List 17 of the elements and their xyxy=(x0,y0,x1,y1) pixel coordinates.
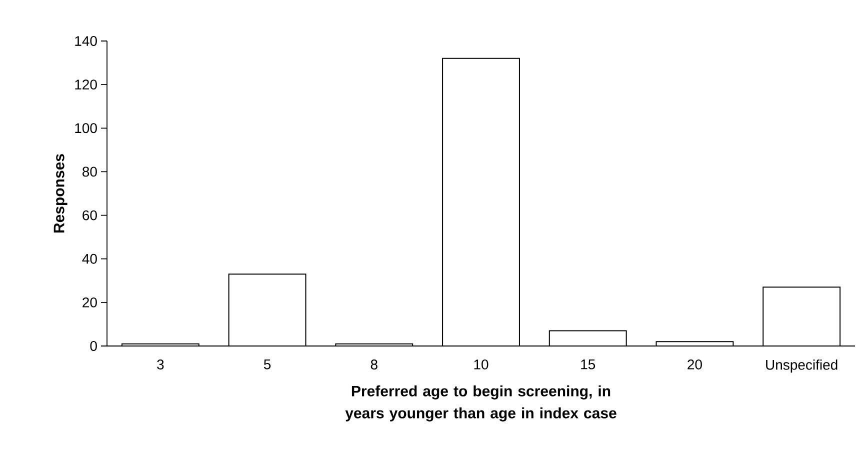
y-tick-label: 40 xyxy=(82,254,97,264)
x-tick-label: 10 xyxy=(474,360,488,370)
x-tick-label: 8 xyxy=(370,360,378,370)
y-tick-label: 80 xyxy=(82,166,97,177)
x-tick-label: 3 xyxy=(157,360,164,370)
x-axis-title: Preferred age to begin screening, in years younger than age in index case xyxy=(345,385,616,422)
x-tick-label: 5 xyxy=(264,360,271,370)
y-tick-label: 20 xyxy=(82,297,97,308)
y-tick-label: 60 xyxy=(82,210,97,220)
y-axis-title: Responses xyxy=(54,154,68,233)
x-tick-label: 15 xyxy=(581,360,596,370)
y-tick-label: 100 xyxy=(75,123,97,134)
x-tick-label: Unspecified xyxy=(766,360,838,373)
y-tick-label: 120 xyxy=(75,80,97,90)
y-tick-label: 0 xyxy=(90,341,97,351)
x-tick-label: 20 xyxy=(688,360,702,370)
y-tick-label: 140 xyxy=(75,36,97,46)
